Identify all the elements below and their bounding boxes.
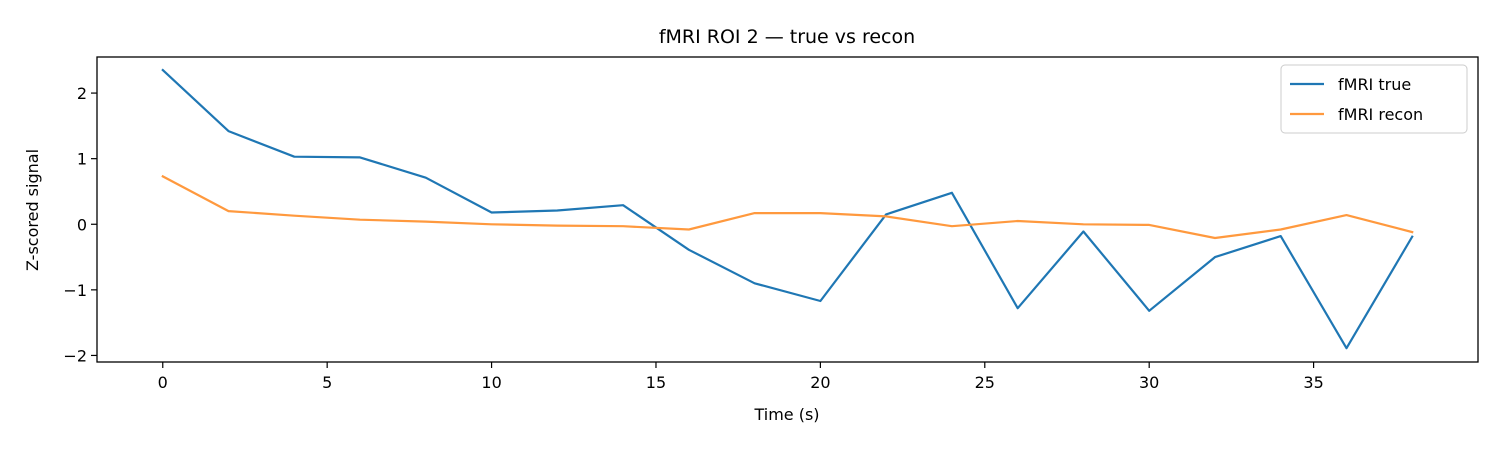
y-tick-label: 0 — [77, 215, 87, 234]
x-tick-label: 25 — [975, 373, 995, 392]
x-tick-label: 35 — [1303, 373, 1323, 392]
x-axis-label: Time (s) — [753, 405, 819, 424]
series-line-recon — [161, 174, 1414, 240]
y-tick-label: 2 — [77, 84, 87, 103]
legend-frame — [1280, 64, 1468, 134]
x-tick-label: 5 — [322, 373, 332, 392]
legend-label: fMRI recon — [1338, 105, 1423, 124]
y-tick-label: −2 — [63, 346, 87, 365]
y-tick-label: −1 — [63, 281, 87, 300]
y-tick-label: 1 — [77, 150, 87, 169]
chart-title: fMRI ROI 2 — true vs recon — [659, 26, 915, 48]
legend: fMRI true fMRI recon — [1280, 64, 1468, 134]
y-axis-label: Z-scored signal — [23, 149, 42, 271]
plot-area-frame — [96, 56, 1479, 363]
legend-label: fMRI true — [1338, 75, 1411, 94]
x-axis-ticks: 0 5 10 15 20 25 30 35 — [158, 362, 1324, 392]
y-axis-ticks: −2 −1 0 1 2 — [63, 84, 97, 365]
x-tick-label: 20 — [810, 373, 830, 392]
series-line-true — [161, 68, 1414, 350]
x-tick-label: 0 — [158, 373, 168, 392]
x-tick-label: 15 — [646, 373, 666, 392]
series-lines — [161, 68, 1414, 350]
x-tick-label: 30 — [1139, 373, 1159, 392]
x-tick-label: 10 — [481, 373, 501, 392]
